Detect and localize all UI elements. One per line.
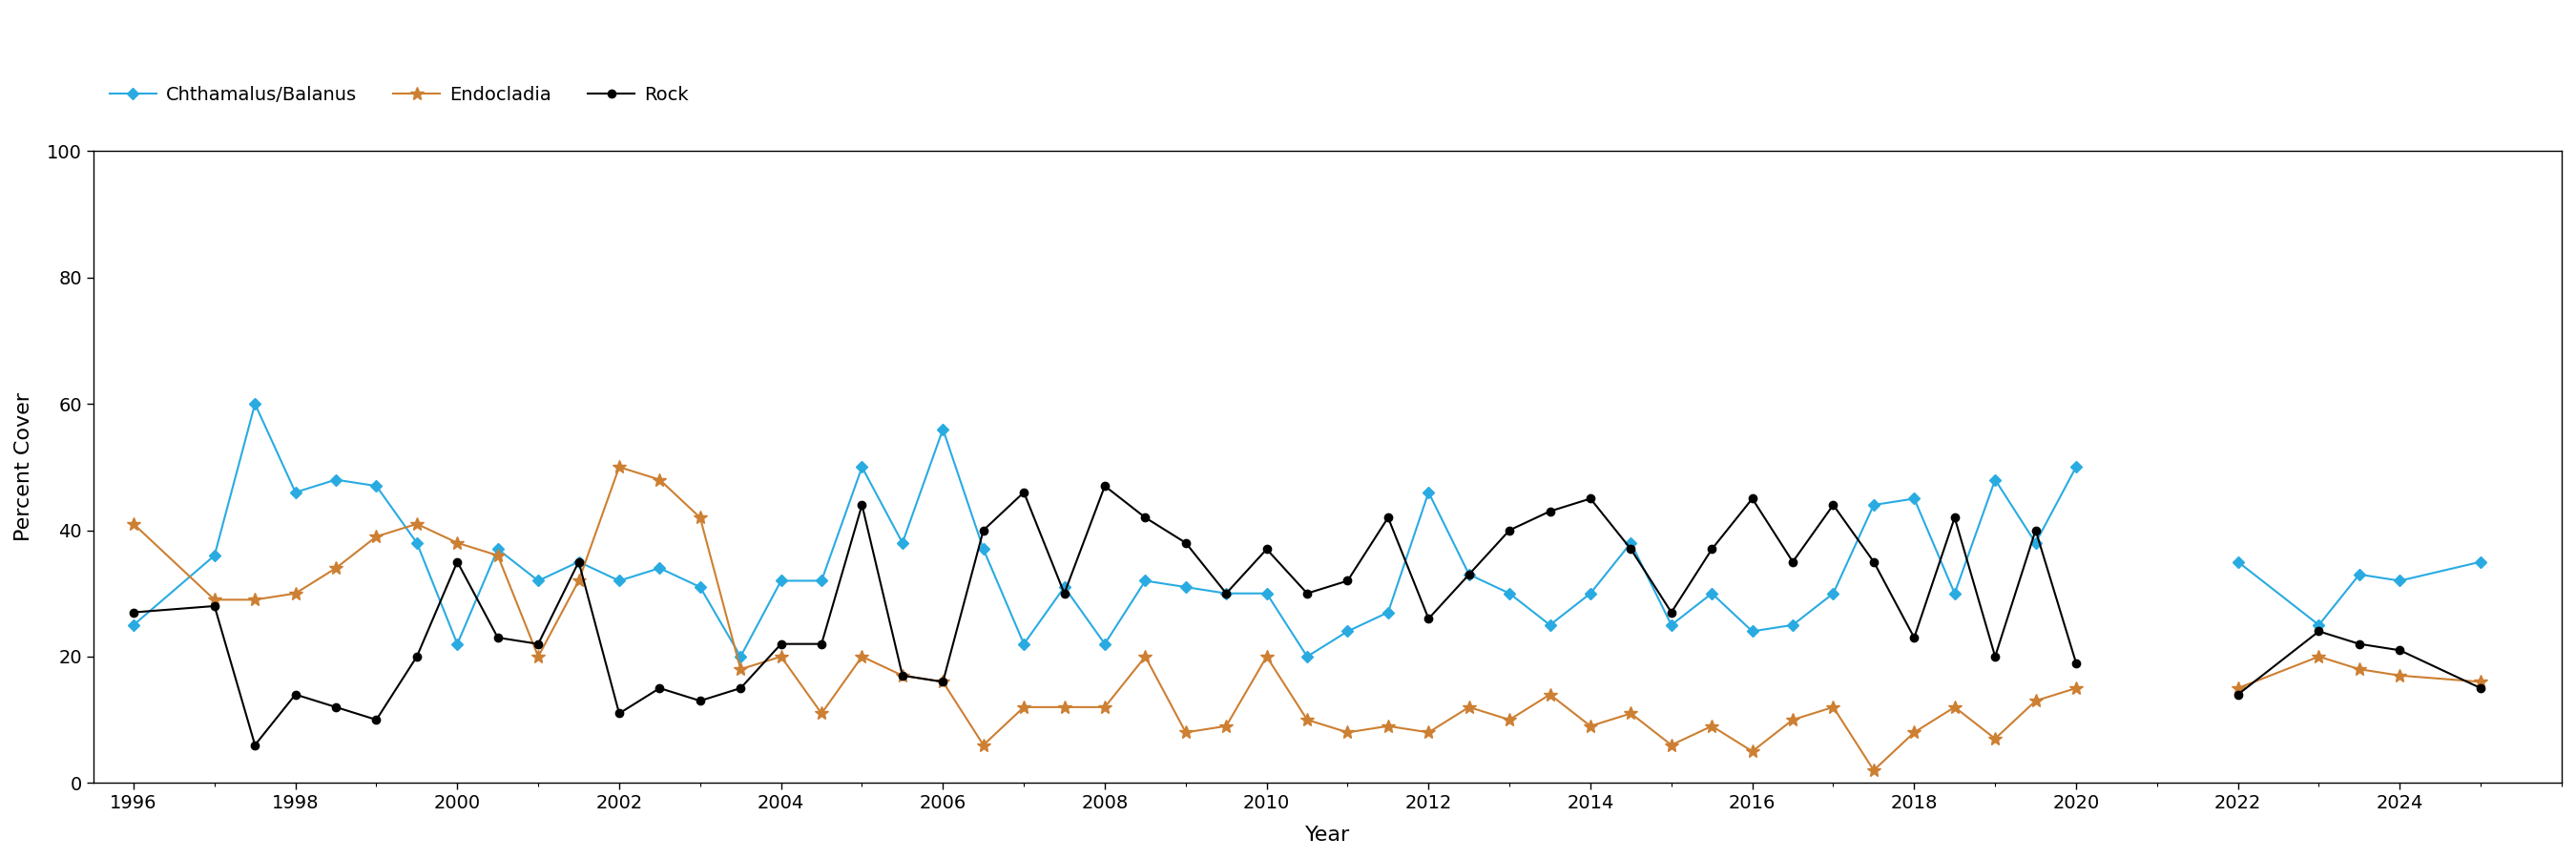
Y-axis label: Percent Cover: Percent Cover <box>15 393 33 541</box>
X-axis label: Year: Year <box>1306 825 1350 844</box>
Legend: Chthamalus/Balanus, Endocladia, Rock: Chthamalus/Balanus, Endocladia, Rock <box>103 78 696 112</box>
